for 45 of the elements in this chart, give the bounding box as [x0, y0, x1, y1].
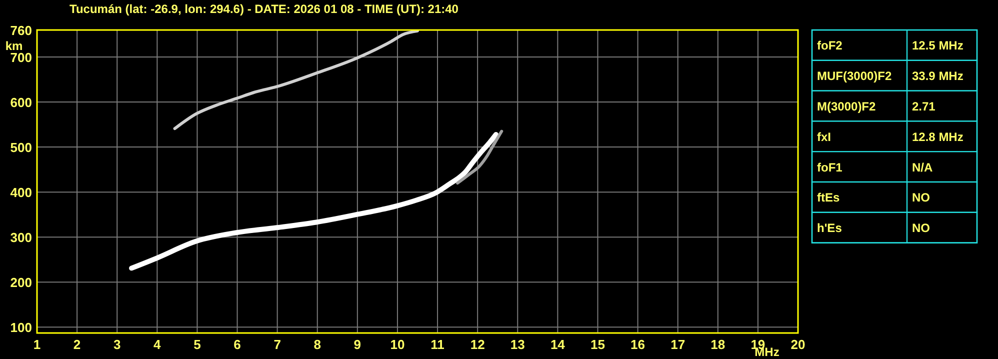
text: 12.5 MHz — [912, 38, 964, 53]
y-tick-label: 700 — [10, 50, 32, 66]
x-tick-label: 14 — [550, 337, 566, 352]
category-label: foF1 — [817, 160, 843, 174]
x-tick-label: 5 — [194, 337, 201, 352]
y-axis-title: km — [5, 39, 23, 53]
category-label: foF2 — [817, 38, 843, 53]
x-tick-label: 7 — [274, 337, 281, 352]
x-tick-label: 15 — [590, 337, 605, 352]
y-tick-label: 500 — [10, 140, 32, 156]
line-series — [456, 130, 504, 185]
x-tick-label: 18 — [710, 337, 726, 352]
category-label: ftEs — [817, 190, 840, 205]
text: N/A — [912, 160, 933, 174]
x-tick-label: 8 — [314, 337, 321, 352]
x-tick-label: 3 — [113, 337, 121, 352]
y-tick-label: 600 — [10, 95, 32, 110]
chart-title: Tucumán (lat: -26.9, lon: 294.6) - DATE: 2026 01 08 - TIME (UT): 21:40 — [70, 2, 459, 16]
y-tick-label: 100 — [10, 320, 32, 336]
x-tick-label: 13 — [510, 337, 525, 352]
text: 33.9 MHz — [912, 69, 964, 84]
category-label: M(3000)F2 — [817, 100, 876, 114]
x-tick-label: 2 — [73, 337, 81, 352]
x-tick-label: 16 — [630, 337, 646, 352]
x-tick-label: 1 — [33, 337, 41, 352]
x-tick-label: 12 — [470, 337, 485, 352]
text: 12.8 MHz — [912, 130, 964, 144]
y-tick-label: 200 — [10, 275, 32, 290]
x-tick-label: 11 — [430, 337, 444, 352]
x-tick-label: 4 — [154, 337, 162, 352]
text: NO — [912, 190, 930, 205]
y-tick-label: 400 — [10, 185, 32, 200]
x-tick-label: 20 — [790, 337, 806, 352]
category-label: MUF(3000)F2 — [817, 69, 892, 84]
x-tick-label: 6 — [234, 337, 241, 352]
x-tick-label: 9 — [354, 337, 362, 352]
y-tick-label: 760 — [10, 23, 32, 38]
text: 2.71 — [912, 100, 936, 114]
line-series — [173, 30, 419, 130]
x-tick-label: 17 — [670, 337, 686, 352]
x-tick-label: 10 — [390, 337, 405, 352]
category-label: h'Es — [817, 221, 842, 236]
category-label: fxI — [817, 130, 832, 144]
text: NO — [912, 221, 930, 236]
y-tick-label: 300 — [10, 230, 32, 246]
